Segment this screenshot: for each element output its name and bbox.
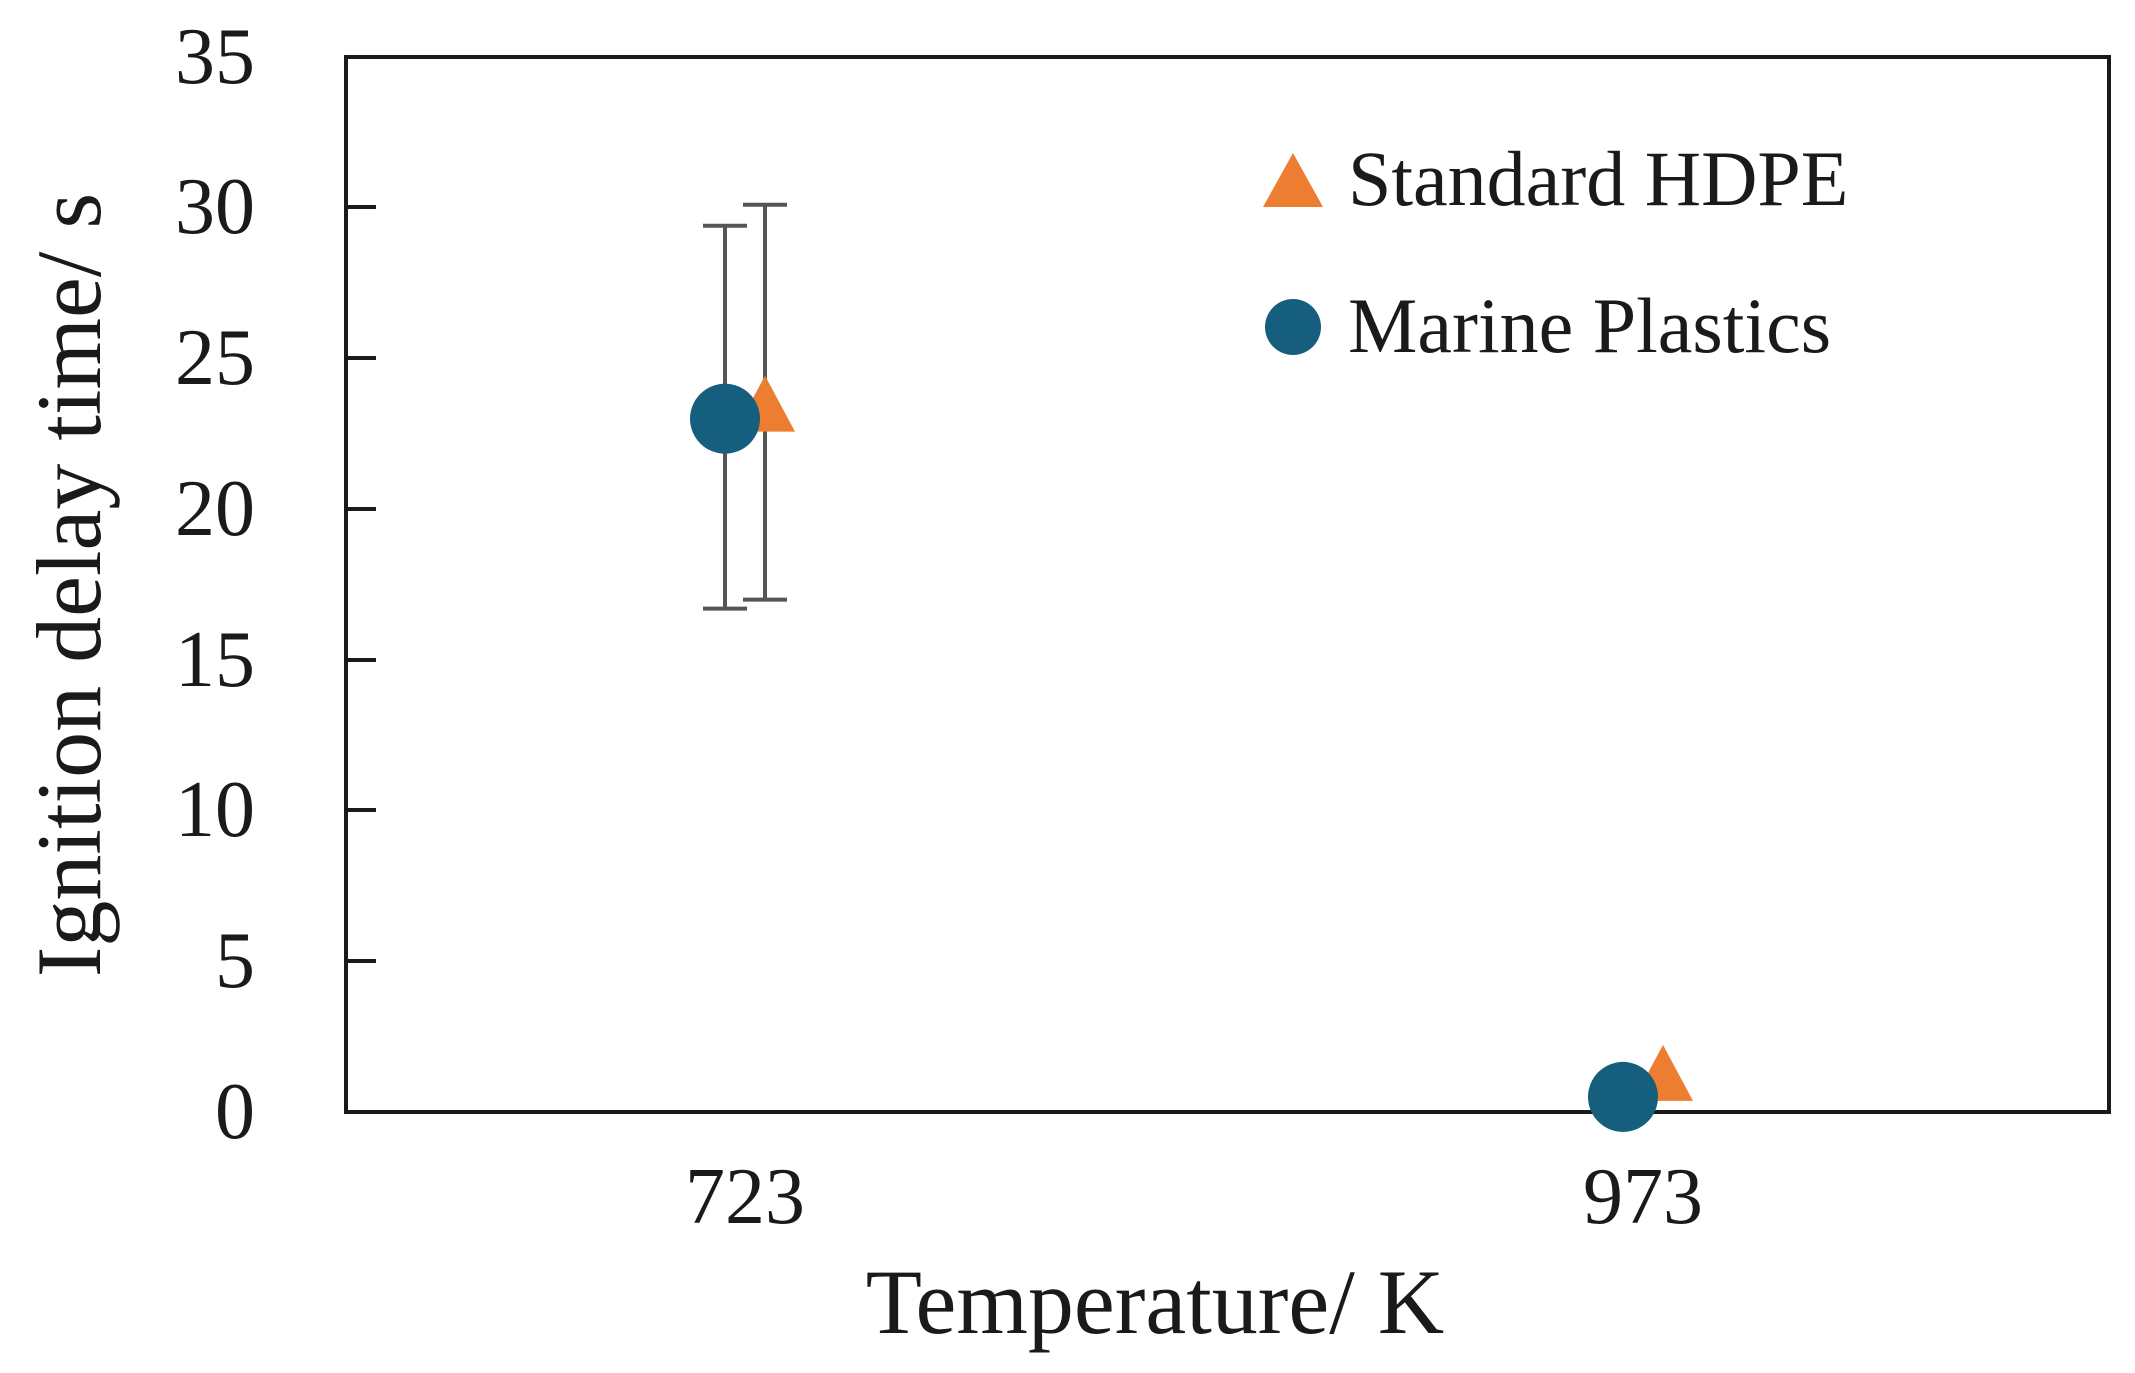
x-tick-labels: 723 973 (685, 1153, 1703, 1241)
data-point-marine-plastics (690, 383, 760, 454)
legend-label-standard-hdpe: Standard HDPE (1348, 135, 1848, 222)
y-tick-labels: 0 5 10 15 20 25 30 35 (175, 13, 255, 1156)
y-tick-label: 30 (175, 163, 255, 251)
x-tick-label: 723 (685, 1153, 805, 1241)
y-tick-label: 10 (175, 766, 255, 854)
y-tick-label: 15 (175, 616, 255, 704)
y-ticks (346, 205, 376, 1114)
y-tick-label: 25 (175, 314, 255, 402)
legend-triangle-icon (1263, 153, 1323, 207)
data-point-marine-plastics (1588, 1061, 1658, 1132)
x-axis-title: Temperature/ K (866, 1251, 1445, 1353)
y-tick-label: 0 (215, 1068, 255, 1156)
y-tick-label: 20 (175, 465, 255, 553)
y-axis-title: Ignition delay time/ s (18, 193, 120, 977)
legend-marker-marine-plastics (1265, 299, 1321, 355)
y-tick-label: 35 (175, 13, 255, 101)
legend: Standard HDPE Marine Plastics (1263, 135, 1848, 369)
y-tick-label: 5 (215, 917, 255, 1005)
legend-label-marine-plastics: Marine Plastics (1348, 282, 1831, 369)
data-markers (690, 375, 1693, 1132)
legend-circle-icon (1265, 299, 1321, 355)
legend-marker-standard-hdpe (1263, 153, 1323, 207)
plot-frame (344, 55, 2111, 1114)
x-tick-label: 973 (1583, 1153, 1703, 1241)
